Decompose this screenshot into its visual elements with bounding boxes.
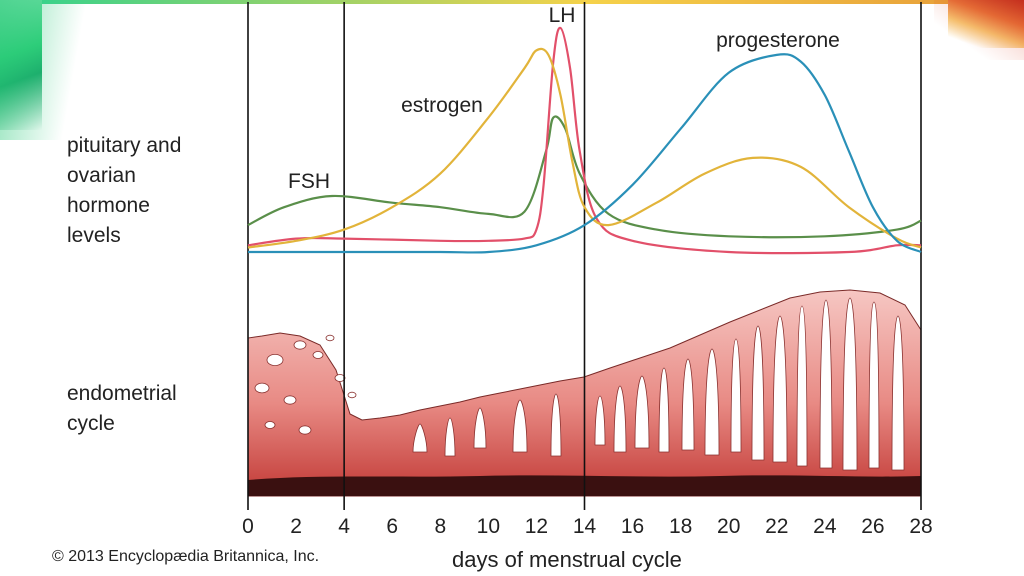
hormone-label-line-3: hormone <box>67 194 150 217</box>
hormone-label-line-4: levels <box>67 224 121 247</box>
x-tick-26: 26 <box>861 515 885 538</box>
label-LH: LH <box>549 4 576 27</box>
endometrial-gland <box>613 385 627 453</box>
label-estrogen: estrogen <box>401 94 483 117</box>
hormone-label-line-2: ovarian <box>67 164 136 187</box>
x-tick-22: 22 <box>765 515 789 538</box>
x-tick-16: 16 <box>620 515 645 538</box>
endometrial-label-line-1: endometrial <box>67 382 177 405</box>
shed-tissue-fragment <box>312 351 324 359</box>
endometrial-gland <box>868 301 880 469</box>
endometrial-gland <box>634 375 650 449</box>
hormone-levels-label: pituitary and ovarian hormone levels <box>67 131 181 251</box>
x-tick-28: 28 <box>909 515 933 538</box>
shed-tissue-fragment <box>264 421 276 429</box>
endometrial-gland <box>550 393 562 457</box>
x-tick-24: 24 <box>813 515 837 538</box>
endometrial-gland <box>704 348 720 456</box>
decor-top <box>42 0 950 4</box>
endometrial-gland <box>730 338 742 453</box>
shed-tissue-fragment <box>347 391 357 399</box>
x-tick-4: 4 <box>338 515 350 538</box>
endometrial-gland <box>819 299 833 469</box>
decor-left-fade <box>0 0 120 140</box>
endometrial-gland <box>512 399 528 453</box>
decor-right <box>948 0 1024 48</box>
x-tick-14: 14 <box>572 515 597 538</box>
endometrial-gland <box>594 395 606 446</box>
endometrial-cycle-label: endometrial cycle <box>67 379 177 439</box>
x-tick-2: 2 <box>290 515 302 538</box>
endometrial-gland <box>412 423 428 453</box>
label-FSH: FSH <box>288 170 330 193</box>
shed-tissue-fragment <box>334 374 346 382</box>
curve-LH <box>247 26 922 255</box>
endometrial-gland <box>444 417 456 457</box>
shed-tissue-fragment <box>283 395 297 405</box>
endometrial-gland <box>842 297 858 471</box>
shed-tissue-fragment <box>293 340 307 350</box>
x-tick-0: 0 <box>242 515 254 538</box>
phase-lines <box>247 2 922 510</box>
x-tick-6: 6 <box>386 515 399 538</box>
endometrial-gland <box>681 358 695 451</box>
shed-tissue-fragment <box>298 425 312 435</box>
x-tick-10: 10 <box>476 515 501 538</box>
endometrial-gland <box>772 315 788 463</box>
endometrial-gland <box>796 305 808 467</box>
curve-estrogen <box>247 47 922 249</box>
endometrial-gland <box>658 367 670 453</box>
shed-tissue-fragment <box>254 382 270 394</box>
hormone-label-line-1: pituitary and <box>67 134 182 157</box>
label-progesterone: progesterone <box>716 29 840 52</box>
hormone-curve-labels: LH progesterone estrogen FSH <box>288 4 840 193</box>
endometrial-gland <box>891 315 905 471</box>
endometrial-label-line-2: cycle <box>67 412 115 435</box>
endometrial-gland <box>473 407 487 449</box>
x-tick-18: 18 <box>668 515 693 538</box>
x-tick-12: 12 <box>524 515 549 538</box>
x-tick-8: 8 <box>434 515 447 538</box>
curve-progesterone <box>248 53 922 254</box>
x-tick-20: 20 <box>717 515 741 538</box>
shed-tissue-fragment <box>266 353 284 366</box>
curve-FSH <box>247 115 922 239</box>
decor-right-fade <box>934 0 1024 60</box>
shed-tissue-fragment <box>325 334 335 342</box>
copyright-notice: © 2013 Encyclopædia Britannica, Inc. <box>52 548 320 565</box>
hormone-curves <box>247 26 922 255</box>
endometrial-gland <box>751 325 765 461</box>
x-axis-title: days of menstrual cycle <box>452 547 682 572</box>
